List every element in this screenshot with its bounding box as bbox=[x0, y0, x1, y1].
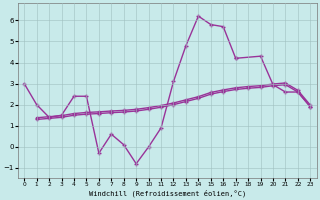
X-axis label: Windchill (Refroidissement éolien,°C): Windchill (Refroidissement éolien,°C) bbox=[89, 189, 246, 197]
